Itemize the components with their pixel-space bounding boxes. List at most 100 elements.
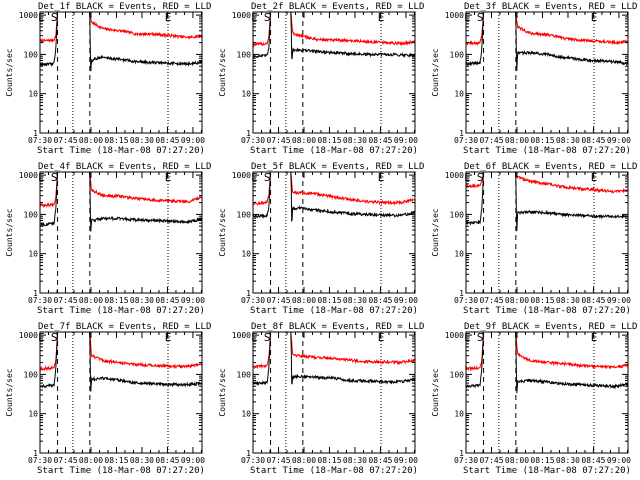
x-tick-label: 07:45 [479,136,503,145]
marker-s: S [477,11,484,24]
x-tick-label: 08:45 [581,456,605,465]
x-tick-label: 08:15 [530,456,554,465]
x-tick-label: 07:30 [241,136,265,145]
marker-e: E [165,331,172,344]
y-tick-label: 1000 [445,331,464,340]
y-tick-label: 10 [28,90,38,99]
x-tick-label: 07:30 [28,296,52,305]
marker-e: E [464,331,471,344]
chart-title: Det_4f BLACK = Events, RED = LLD [38,162,211,172]
x-tick-label: 07:30 [454,296,478,305]
marker-e: E [251,171,258,184]
x-tick-label: 08:00 [79,456,103,465]
marker-e: E [378,171,385,184]
x-tick-label: 07:30 [28,456,52,465]
marker-s: S [477,331,484,344]
series-line-events [252,11,416,60]
series-line-lld [465,331,629,372]
x-tick-label: 08:45 [581,296,605,305]
x-tick-label: 07:30 [28,136,52,145]
x-axis-label: Start Time (18-Mar-08 07:27:20) [250,146,418,156]
x-tick-label: 08:30 [130,136,154,145]
marker-e: E [591,331,598,344]
plot-frame [252,171,416,294]
y-tick-label: 1000 [232,11,251,20]
y-tick-label: 10 [28,250,38,259]
series-line-lld [39,331,203,372]
y-tick-label: 10 [241,90,251,99]
series-line-events [465,171,629,232]
x-tick-label: 07:45 [53,456,77,465]
chart-title: Det_2f BLACK = Events, RED = LLD [251,2,424,12]
chart-panel-7: Det_7f BLACK = Events, RED = LLD 1 10 100 10… [5,322,211,476]
y-tick-label: 1 [459,289,464,298]
y-tick-label: 1000 [445,11,464,20]
series-line-lld [465,11,629,46]
marker-e: E [165,171,172,184]
x-tick-label: 09:00 [181,296,205,305]
x-tick-label: 08:00 [505,296,529,305]
series-line-events [252,171,416,223]
y-tick-label: 100 [237,370,252,379]
plot-frame [39,11,203,134]
marker-e: E [165,11,172,24]
x-tick-label: 08:00 [292,136,316,145]
chart-title: Det_3f BLACK = Events, RED = LLD [464,2,637,12]
marker-s: S [477,171,484,184]
chart-panel-6: Det_6f BLACK = Events, RED = LLD 1 10 100 10… [431,162,637,316]
marker-s: S [264,11,271,24]
x-tick-label: 09:00 [394,136,418,145]
y-tick-label: 100 [450,370,465,379]
chart-panel-3: Det_3f BLACK = Events, RED = LLD 1 10 100 10… [431,2,637,156]
y-tick-label: 1000 [19,171,38,180]
y-tick-label: 100 [450,210,465,219]
x-tick-label: 08:30 [130,296,154,305]
y-tick-label: 1000 [445,171,464,180]
y-axis-label: Counts/sec [218,208,227,256]
y-tick-label: 1000 [19,331,38,340]
x-tick-label: 07:45 [53,296,77,305]
series-line-lld [39,171,203,209]
marker-e: E [591,11,598,24]
series-line-events [39,11,203,72]
series-line-events [39,331,203,392]
marker-s: S [51,331,58,344]
y-tick-label: 1 [33,289,38,298]
y-tick-label: 100 [237,210,252,219]
x-tick-label: 07:30 [454,136,478,145]
x-tick-label: 08:00 [292,456,316,465]
chart-title: Det_7f BLACK = Events, RED = LLD [38,322,211,332]
y-tick-label: 10 [241,410,251,419]
x-tick-label: 08:45 [368,456,392,465]
y-axis-label: Counts/sec [5,208,14,256]
x-tick-label: 07:30 [241,296,265,305]
marker-s: S [264,331,271,344]
plot-frame [39,171,203,294]
marker-e: E [38,11,45,24]
series-line-lld [252,171,416,206]
chart-title: Det_6f BLACK = Events, RED = LLD [464,162,637,172]
y-tick-label: 1 [33,129,38,138]
y-tick-label: 100 [450,50,465,59]
y-tick-label: 100 [237,50,252,59]
y-axis-label: Counts/sec [5,368,14,416]
marker-s: S [51,11,58,24]
y-tick-label: 1000 [232,171,251,180]
x-tick-label: 08:15 [104,296,128,305]
x-tick-label: 07:45 [479,456,503,465]
chart-panel-5: Det_5f BLACK = Events, RED = LLD 1 10 100 10… [218,162,424,316]
y-axis-label: Counts/sec [431,368,440,416]
x-tick-label: 08:15 [530,296,554,305]
x-axis-label: Start Time (18-Mar-08 07:27:20) [37,146,205,156]
marker-s: S [264,171,271,184]
x-tick-label: 08:45 [581,136,605,145]
y-tick-label: 1 [246,129,251,138]
x-tick-label: 08:30 [130,456,154,465]
x-tick-label: 08:30 [343,456,367,465]
y-axis-label: Counts/sec [218,48,227,96]
y-tick-label: 1 [246,449,251,458]
x-tick-label: 07:30 [241,456,265,465]
y-axis-label: Counts/sec [218,368,227,416]
x-tick-label: 08:45 [368,296,392,305]
